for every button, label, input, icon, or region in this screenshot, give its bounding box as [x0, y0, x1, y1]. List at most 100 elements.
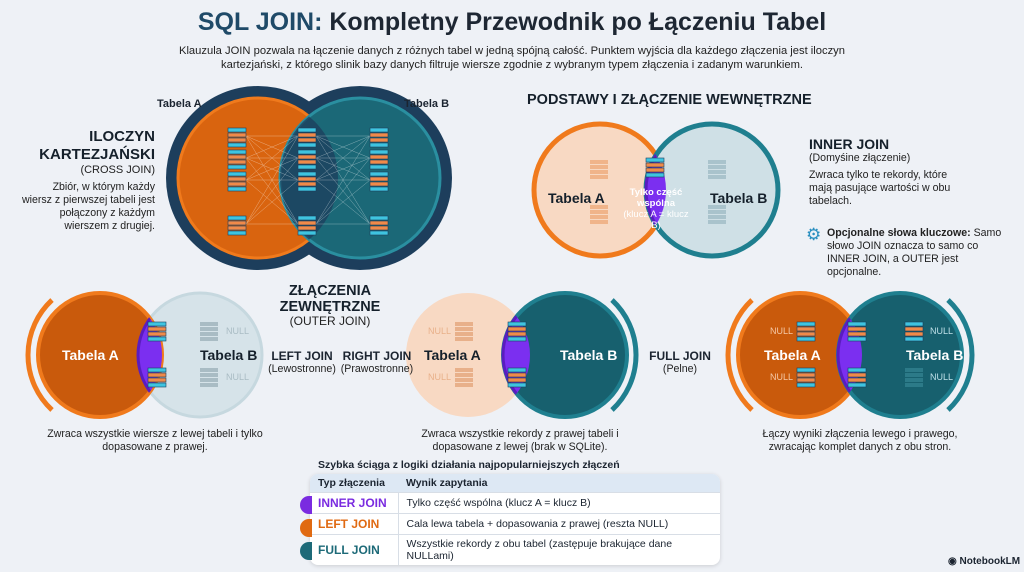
full-join-sub: (Pelne) — [662, 363, 698, 375]
page-title: SQL JOIN: Kompletny Przewodnik po Łączen… — [197, 8, 827, 36]
left-table-b-label: Tabela B — [200, 347, 258, 363]
inner-join-block: INNER JOIN (Domyśine złączenie) Zwraca t… — [809, 136, 989, 208]
null-label: NULL — [770, 326, 794, 336]
null-label: NULL — [930, 372, 954, 382]
table-rows-icon — [507, 367, 527, 388]
row-type: LEFT JOIN — [310, 513, 399, 535]
null-label: NULL — [428, 326, 452, 336]
outer-section: ZŁĄCZENIA ZEWNĘTRZNE (OUTER JOIN) — [240, 283, 420, 328]
col-type: Typ złączenia — [310, 474, 398, 493]
cross-link — [245, 135, 299, 159]
row-result: Tylko część wspólna (klucz A = klucz B) — [398, 492, 720, 514]
table-row: FULL JOIN Wszystkie rekordy z obu tabel (… — [310, 534, 720, 565]
col-result: Wynik zapytania — [398, 474, 720, 493]
row-type: FULL JOIN — [310, 534, 399, 565]
left-join-label: LEFT JOIN (Lewostronne) — [262, 349, 342, 376]
right-join-sub: (Prawostronne) — [340, 363, 414, 375]
full-table-b-label: Tabela B — [906, 347, 964, 363]
gear-icon: ⚙ — [806, 225, 822, 244]
table-rows-icon — [200, 368, 218, 387]
inner-join-venn — [531, 121, 781, 259]
cross-link — [315, 135, 371, 225]
left-marker — [300, 519, 312, 537]
table-row: INNER JOIN Tylko część wspólna (klucz A =… — [310, 492, 720, 514]
table-header: Typ złączenia Wynik zapytania — [310, 474, 720, 493]
right-join-venn — [406, 291, 639, 419]
table-rows-icon — [847, 367, 867, 388]
right-join-title: RIGHT JOIN — [342, 349, 412, 363]
cross-link — [315, 135, 371, 159]
cheatsheet-title: Szybka ściąga z logiki działania najpopu… — [318, 459, 620, 471]
table-rows-icon — [227, 215, 247, 236]
cross-link — [245, 135, 299, 225]
inner-center-sub: (klucz A = klucz B) — [623, 209, 689, 231]
table-rows-icon — [147, 367, 167, 388]
right-join-description: Zwraca wszystkie rekordy z prawej tabeli… — [421, 428, 619, 453]
null-label: NULL — [226, 372, 250, 382]
null-label: NULL — [930, 326, 954, 336]
outer-section-title: ZŁĄCZENIA ZEWNĘTRZNE — [279, 283, 381, 315]
full-join-title: FULL JOIN — [649, 349, 711, 363]
table-rows-icon — [590, 160, 608, 179]
table-rows-icon — [904, 321, 924, 342]
full-marker — [300, 542, 312, 560]
table-rows-icon — [200, 322, 218, 341]
inner-subtitle: (Domyśine złączenie) — [809, 152, 911, 164]
cross-link — [315, 135, 371, 225]
cheatsheet-table: Typ złączenia Wynik zapytania INNER JOIN T… — [310, 474, 720, 565]
right-join-label: RIGHT JOIN (Prawostronne) — [337, 349, 417, 376]
cross-join-venn — [166, 86, 452, 270]
row-result: Cala lewa tabela + dopasowania z prawej … — [398, 513, 720, 535]
right-table-a-label: Tabela A — [424, 347, 481, 363]
cross-table-a-label: Tabela A — [157, 98, 202, 110]
inner-section-title: PODSTAWY I ZŁĄCZENIE WEWNĘTRZNE — [527, 92, 812, 108]
table-rows-icon — [507, 321, 527, 342]
table-row: LEFT JOIN Cala lewa tabela + dopasowania … — [310, 513, 720, 535]
right-table-b-label: Tabela B — [560, 347, 618, 363]
table-rows-icon — [590, 205, 608, 224]
left-join-sub: (Lewostronne) — [268, 363, 336, 375]
table-rows-icon — [847, 321, 867, 342]
page-subtitle: Klauzula JOIN pozwala na łączenie danych… — [178, 45, 845, 71]
table-rows-icon — [227, 149, 247, 170]
full-join-label: FULL JOIN (Pelne) — [640, 349, 720, 376]
cross-link — [245, 135, 299, 159]
table-rows-icon — [369, 149, 389, 170]
cross-table-b-label: Tabela B — [404, 98, 450, 110]
row-type: INNER JOIN — [310, 492, 399, 514]
table-rows-icon — [227, 127, 247, 148]
table-rows-icon — [369, 215, 389, 236]
table-rows-icon — [369, 171, 389, 192]
cross-link — [315, 157, 371, 225]
cross-link — [245, 135, 299, 181]
null-label: NULL — [428, 372, 452, 382]
left-join-venn — [25, 291, 264, 419]
cross-link — [245, 157, 299, 181]
brand-logo: ◉ NotebookLM — [948, 556, 1020, 567]
cross-link — [315, 135, 371, 181]
left-join-description: Zwraca wszystkie wiersze z lewej tabeli … — [47, 428, 263, 453]
inner-marker — [300, 496, 312, 514]
table-rows-icon — [796, 367, 816, 388]
table-rows-icon — [645, 157, 665, 178]
table-rows-icon — [297, 149, 317, 170]
null-label: NULL — [226, 326, 250, 336]
optional-keywords-note: Opcjonalne słowa kluczowe: Samo słowo JO… — [827, 227, 1002, 279]
cross-link — [315, 157, 371, 181]
table-rows-icon — [455, 368, 473, 387]
inner-description: Zwraca tylko te rekordy, które mają pasu… — [809, 169, 951, 207]
cross-join-block: ILOCZYN KARTEZJAŃSKI (CROSS JOIN) Zbiór,… — [20, 128, 155, 233]
cross-link — [315, 179, 371, 225]
inner-table-b-label: Tabela B — [710, 190, 768, 206]
full-join-venn — [725, 291, 975, 419]
notebook-icon: ◉ — [948, 556, 960, 567]
inner-title: INNER JOIN — [809, 136, 890, 152]
note-bold: Opcjonalne słowa kluczowe: — [827, 227, 971, 239]
table-rows-icon — [297, 171, 317, 192]
cross-link — [315, 135, 371, 181]
full-table-a-label: Tabela A — [764, 347, 821, 363]
cross-link — [315, 157, 371, 225]
inner-table-a-label: Tabela A — [548, 190, 605, 206]
cross-link — [245, 135, 299, 181]
